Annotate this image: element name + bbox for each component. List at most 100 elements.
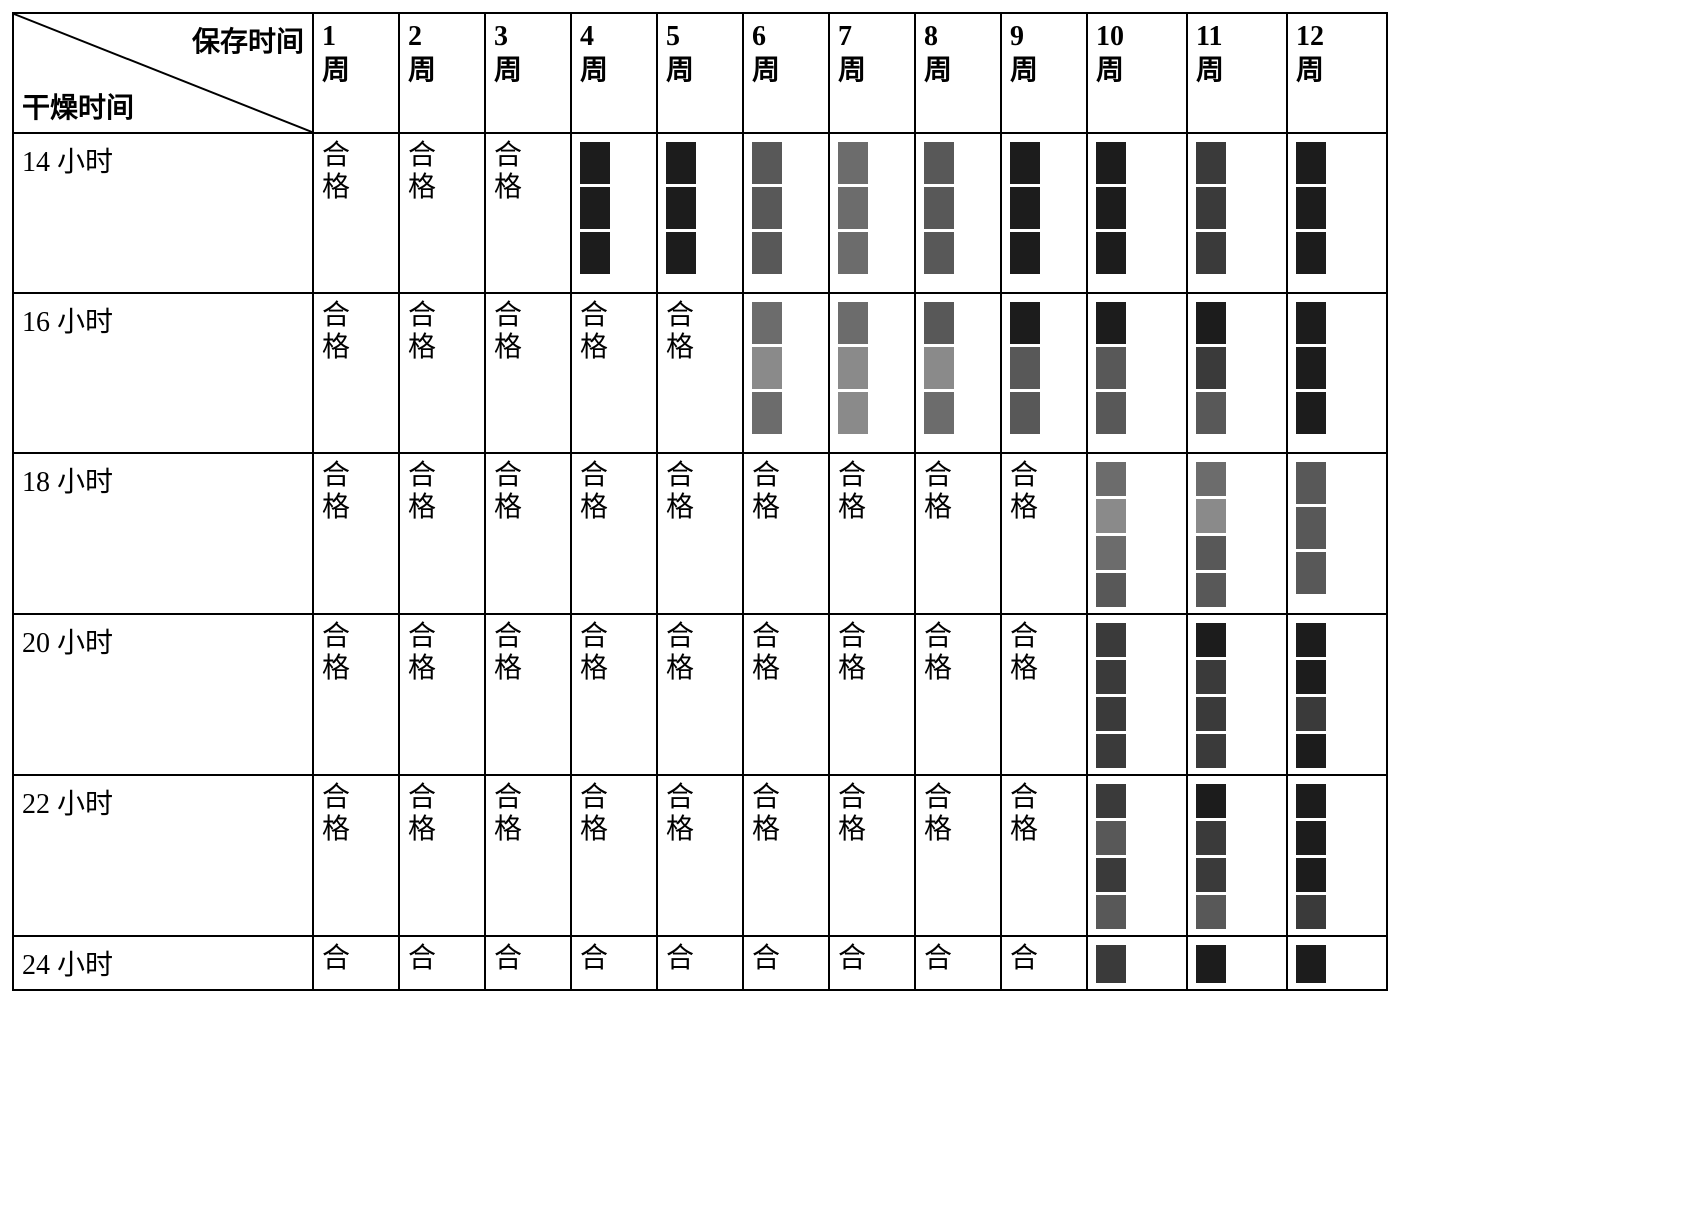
pass-text: 合格 — [838, 621, 866, 685]
cell-pass: 合 — [313, 936, 399, 990]
cell-fail — [829, 133, 915, 293]
row-label: 20 小时 — [13, 614, 313, 775]
pass-text: 合格 — [580, 460, 608, 524]
row-label-unit: 小时 — [57, 467, 113, 498]
col-header-number: 3 — [494, 20, 562, 54]
table-row: 18 小时合格合格合格合格合格合格合格合格合格 — [13, 453, 1387, 614]
cell-fail — [1187, 133, 1287, 293]
pass-text: 合格 — [408, 782, 436, 846]
pass-text: 合格 — [1010, 782, 1038, 846]
cell-fail — [1087, 293, 1187, 453]
pass-text: 合 — [408, 943, 436, 975]
fail-blocks-icon — [838, 140, 906, 274]
fail-blocks-icon — [580, 140, 648, 274]
cell-fail — [1001, 133, 1087, 293]
cell-pass: 合格 — [399, 775, 485, 936]
col-header-3: 3周 — [485, 13, 571, 133]
cell-pass: 合格 — [571, 453, 657, 614]
fail-blocks-icon — [1196, 140, 1278, 274]
col-header-5: 5周 — [657, 13, 743, 133]
col-header-number: 10 — [1096, 20, 1178, 54]
pass-text: 合格 — [752, 460, 780, 524]
row-label: 24 小时 — [13, 936, 313, 990]
fail-blocks-icon — [1196, 460, 1278, 607]
cell-pass: 合 — [829, 936, 915, 990]
header-row: 保存时间 干燥时间 1周2周3周4周5周6周7周8周9周10周11周12周 — [13, 13, 1387, 133]
cell-fail — [1187, 614, 1287, 775]
pass-text: 合格 — [838, 460, 866, 524]
cell-fail — [1187, 293, 1287, 453]
row-label-unit: 小时 — [57, 307, 113, 338]
cell-pass: 合格 — [1001, 453, 1087, 614]
cell-fail — [1287, 133, 1387, 293]
pass-text: 合格 — [494, 782, 522, 846]
pass-text: 合 — [666, 943, 694, 975]
cell-fail — [829, 293, 915, 453]
fail-blocks-icon — [1010, 300, 1078, 434]
cell-pass: 合格 — [485, 293, 571, 453]
cell-pass: 合格 — [743, 614, 829, 775]
corner-top-label: 保存时间 — [192, 20, 304, 60]
pass-text: 合格 — [408, 300, 436, 364]
fail-blocks-icon — [924, 140, 992, 274]
cell-pass: 合格 — [657, 614, 743, 775]
row-label-text: 14 — [22, 147, 50, 178]
pass-text: 合格 — [1010, 621, 1038, 685]
cell-pass: 合格 — [571, 775, 657, 936]
col-header-8: 8周 — [915, 13, 1001, 133]
cell-fail — [657, 133, 743, 293]
row-label-unit: 小时 — [57, 147, 113, 178]
pass-text: 合格 — [408, 621, 436, 685]
cell-fail — [1287, 614, 1387, 775]
cell-pass: 合格 — [743, 453, 829, 614]
row-label: 22 小时 — [13, 775, 313, 936]
fail-blocks-icon — [1296, 782, 1378, 929]
corner-header: 保存时间 干燥时间 — [13, 13, 313, 133]
fail-blocks-icon — [1296, 140, 1378, 274]
pass-text: 合 — [924, 943, 952, 975]
pass-text: 合格 — [408, 460, 436, 524]
fail-blocks-icon — [752, 140, 820, 274]
fail-blocks-icon — [1096, 140, 1178, 274]
fail-blocks-icon — [1096, 943, 1178, 983]
col-header-number: 11 — [1196, 20, 1278, 54]
cell-pass: 合格 — [657, 453, 743, 614]
pass-text: 合格 — [924, 782, 952, 846]
row-label-unit: 小时 — [57, 950, 113, 981]
row-label: 16 小时 — [13, 293, 313, 453]
col-header-unit: 周 — [494, 54, 562, 88]
row-label: 18 小时 — [13, 453, 313, 614]
col-header-number: 9 — [1010, 20, 1078, 54]
col-header-4: 4周 — [571, 13, 657, 133]
cell-pass: 合格 — [399, 133, 485, 293]
cell-pass: 合 — [399, 936, 485, 990]
table-body: 14 小时合格合格合格16 小时合格合格合格合格合格18 小时合格合格合格合格合… — [13, 133, 1387, 990]
col-header-11: 11周 — [1187, 13, 1287, 133]
fail-blocks-icon — [1296, 621, 1378, 768]
table-row: 16 小时合格合格合格合格合格 — [13, 293, 1387, 453]
cell-fail — [743, 133, 829, 293]
cell-pass: 合格 — [313, 614, 399, 775]
pass-text: 合格 — [666, 460, 694, 524]
pass-text: 合格 — [752, 621, 780, 685]
cell-pass: 合格 — [915, 614, 1001, 775]
cell-pass: 合格 — [571, 293, 657, 453]
cell-pass: 合 — [485, 936, 571, 990]
pass-text: 合 — [1010, 943, 1038, 975]
cell-fail — [571, 133, 657, 293]
fail-blocks-icon — [838, 300, 906, 434]
col-header-number: 7 — [838, 20, 906, 54]
pass-text: 合 — [494, 943, 522, 975]
cell-pass: 合格 — [399, 614, 485, 775]
col-header-6: 6周 — [743, 13, 829, 133]
pass-text: 合格 — [494, 140, 522, 204]
cell-fail — [1187, 775, 1287, 936]
pass-text: 合格 — [494, 300, 522, 364]
col-header-number: 6 — [752, 20, 820, 54]
cell-fail — [1001, 293, 1087, 453]
cell-pass: 合格 — [1001, 614, 1087, 775]
cell-pass: 合格 — [657, 293, 743, 453]
pass-text: 合格 — [322, 621, 350, 685]
row-label-text: 18 — [22, 467, 50, 498]
col-header-12: 12周 — [1287, 13, 1387, 133]
